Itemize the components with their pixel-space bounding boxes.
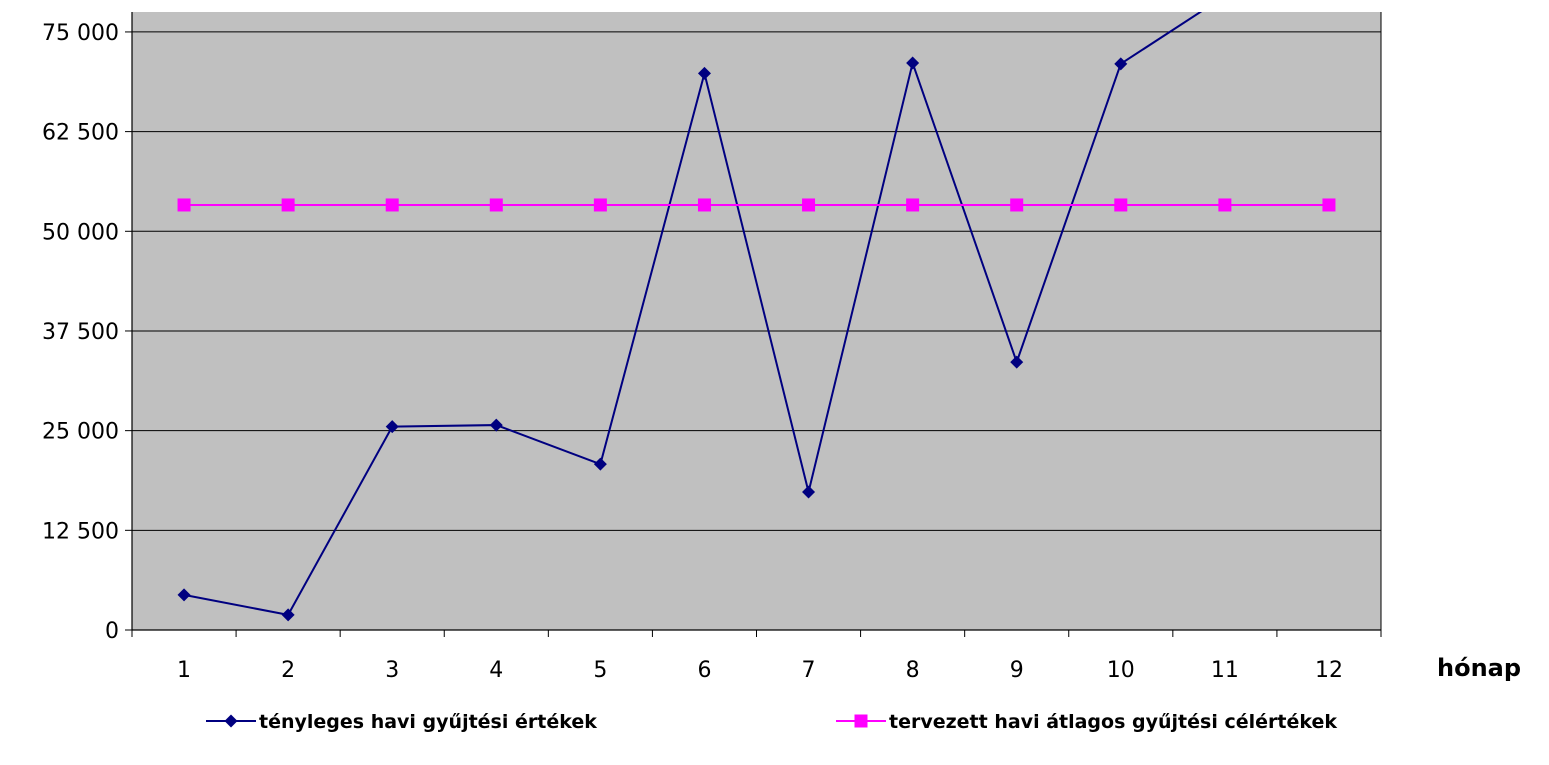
data-point — [1010, 198, 1024, 212]
data-point — [906, 56, 920, 70]
data-point — [697, 66, 711, 80]
y-tick-label: 50 000 — [42, 220, 119, 245]
legend-label: tényleges havi gyűjtési értékek — [259, 711, 597, 733]
data-point — [385, 198, 399, 212]
data-point — [802, 485, 816, 499]
data-point — [177, 198, 191, 212]
x-tick-label: 3 — [385, 658, 399, 683]
y-tick-label: 0 — [105, 619, 119, 644]
gridlines — [132, 31, 1381, 531]
x-tick-label: 2 — [281, 658, 295, 683]
data-point — [1322, 198, 1336, 212]
data-point — [906, 198, 920, 212]
data-point — [1114, 198, 1128, 212]
data-point — [281, 198, 295, 212]
data-point — [593, 198, 607, 212]
x-tick-label: 11 — [1211, 658, 1239, 683]
data-point — [385, 420, 399, 434]
data-point — [281, 608, 295, 622]
data-point — [593, 457, 607, 471]
data-point — [1010, 355, 1024, 369]
y-tick-label: 62 500 — [42, 121, 119, 146]
data-point — [489, 198, 503, 212]
legend-item: tervezett havi átlagos gyűjtési célérték… — [836, 711, 1337, 733]
y-tick-label: 25 000 — [42, 420, 119, 445]
x-tick-label: 12 — [1315, 658, 1343, 683]
data-point — [1218, 198, 1232, 212]
x-tick-label: 4 — [489, 658, 503, 683]
x-tick-label: 6 — [697, 658, 711, 683]
series-2 — [177, 198, 1336, 212]
series-group — [177, 12, 1336, 622]
legend-label: tervezett havi átlagos gyűjtési célérték… — [889, 711, 1337, 733]
data-point — [802, 198, 816, 212]
legend-item: tényleges havi gyűjtési értékek — [206, 711, 597, 733]
y-tick-label: 37 500 — [42, 320, 119, 345]
legend: tényleges havi gyűjtési értékek tervezett… — [206, 711, 1337, 733]
data-point — [697, 198, 711, 212]
x-tick-label: 9 — [1010, 658, 1024, 683]
data-point — [1114, 57, 1128, 71]
x-axis-title: hónap — [1437, 654, 1521, 682]
y-tick-label: 75 000 — [42, 21, 119, 46]
data-point — [854, 714, 868, 728]
y-axis-ticks: 0 12 500 25 000 37 500 50 000 62 500 75 000 — [42, 21, 132, 644]
x-tick-label: 7 — [802, 658, 816, 683]
plot-area — [132, 12, 1381, 630]
y-tick-label: 12 500 — [42, 519, 119, 544]
data-point — [177, 588, 191, 602]
x-tick-label: 5 — [593, 658, 607, 683]
x-tick-label: 10 — [1107, 658, 1135, 683]
data-point — [224, 714, 238, 728]
x-tick-label: 1 — [177, 658, 191, 683]
data-point — [489, 418, 503, 432]
x-tick-label: 8 — [906, 658, 920, 683]
x-axis-ticks: 1 2 3 4 5 6 7 8 9 10 11 12 — [131, 630, 1382, 683]
series-1 — [177, 12, 1203, 622]
